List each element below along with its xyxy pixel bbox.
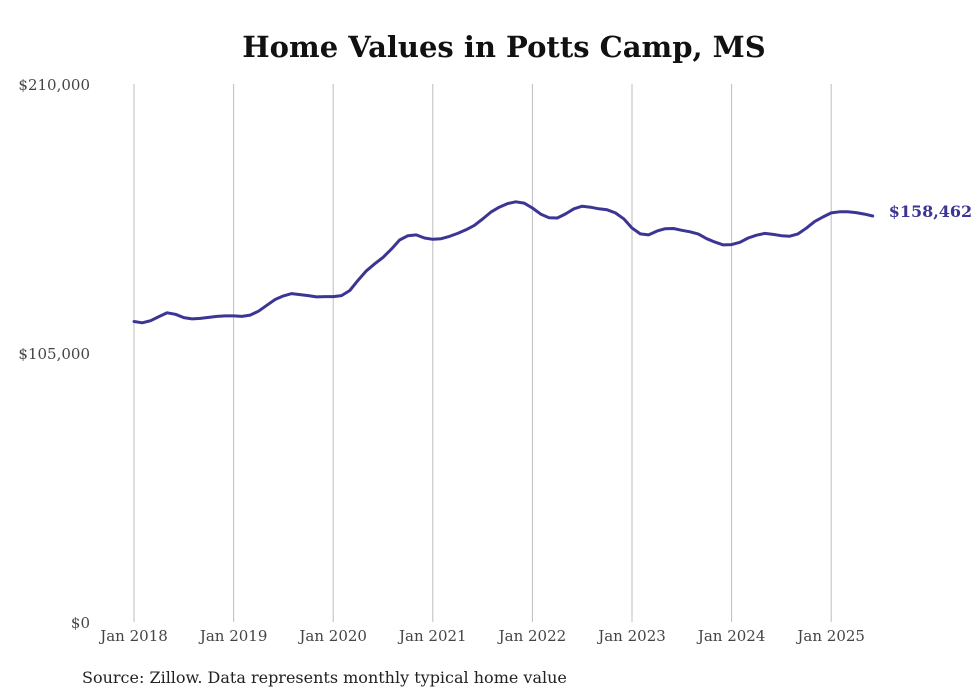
- end-value-label: $158,462: [889, 202, 973, 221]
- x-tick-label: Jan 2019: [198, 627, 268, 645]
- end-label-group: $158,462: [889, 202, 973, 221]
- x-tick-label: Jan 2020: [297, 627, 367, 645]
- gridlines: [133, 84, 832, 622]
- y-tick-label: $0: [71, 614, 90, 632]
- x-tick-label: Jan 2021: [397, 627, 467, 645]
- series-line-group: [132, 200, 875, 325]
- x-tick-label: Jan 2018: [98, 627, 168, 645]
- x-tick-label: Jan 2022: [497, 627, 567, 645]
- chart-title: Home Values in Potts Camp, MS: [242, 30, 766, 64]
- x-axis-ticks: Jan 2018 Jan 2019 Jan 2020 Jan 2021 Jan 2022…: [98, 627, 865, 645]
- x-tick-label: Jan 2024: [696, 627, 766, 645]
- y-tick-label: $210,000: [18, 76, 90, 94]
- y-axis-ticks: $0 $105,000 $210,000: [18, 76, 90, 632]
- x-tick-label: Jan 2023: [596, 627, 666, 645]
- source-note: Source: Zillow. Data represents monthly …: [82, 668, 567, 687]
- x-tick-label: Jan 2025: [795, 627, 865, 645]
- y-tick-label: $105,000: [18, 345, 90, 363]
- series-line: [132, 200, 875, 325]
